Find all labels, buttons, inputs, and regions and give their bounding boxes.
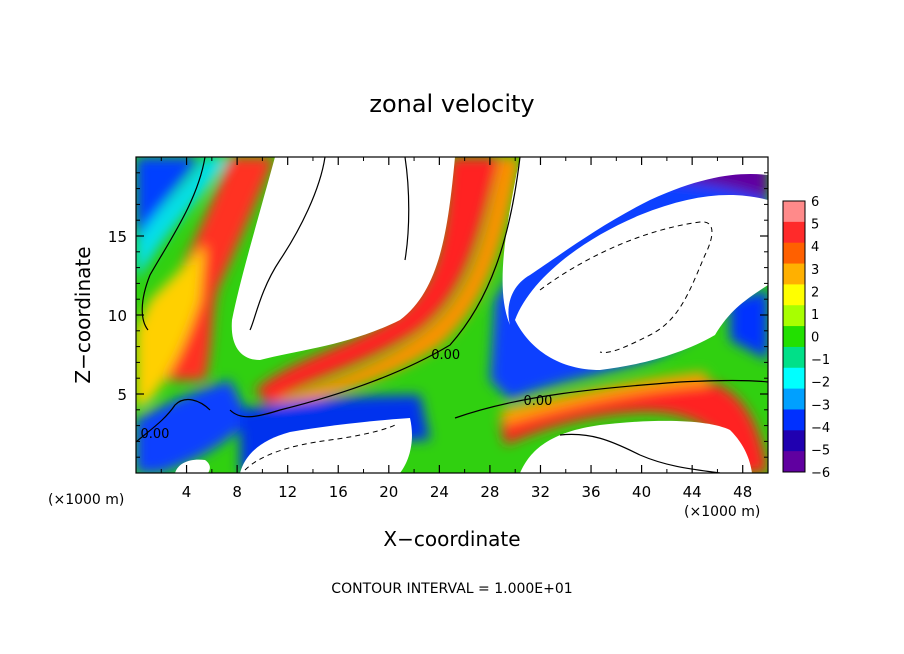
colorbar-tick-label: 6 (811, 195, 819, 210)
contour-zero-right (454, 379, 768, 419)
x-axis: 4 8 12 16 20 24 28 32 36 40 44 48 (160, 157, 752, 501)
x-tick-label: 28 (480, 483, 499, 501)
x-tick-label: 8 (232, 483, 242, 501)
x-axis-label: X−coordinate (383, 527, 520, 551)
y-axis-label: Z−coordinate (71, 246, 95, 383)
colorbar-tick-label: −5 (811, 443, 830, 458)
colorbar-swatch (783, 388, 805, 410)
x-tick-label: 24 (430, 483, 449, 501)
colorbar-tick-label: 0 (811, 331, 819, 346)
region-central-red-arc (255, 157, 500, 405)
colorbar-swatch (783, 409, 805, 431)
colorbar-swatch (783, 263, 805, 285)
contour-negative-top-right (539, 221, 713, 354)
colorbar-tick-label: −3 (811, 398, 830, 413)
contour-label: 0.00 (431, 348, 460, 363)
colorbar-tick-label: −2 (811, 376, 830, 391)
colorbar-swatch (783, 451, 805, 473)
colorbar-tick-label: −6 (811, 466, 830, 481)
region-top-left-blue (136, 157, 200, 240)
colorbar-tick-label: 5 (811, 218, 819, 233)
colorbar-tick-label: 4 (811, 240, 819, 255)
colorbar-swatch (783, 305, 805, 327)
y-tick-label: 5 (117, 386, 127, 404)
x-tick-label: 4 (182, 483, 192, 501)
white-top-center (231, 157, 455, 360)
y-axis: 5 10 15 (108, 172, 768, 458)
contour-interval-note: CONTOUR INTERVAL = 1.000E+01 (331, 581, 572, 597)
contour-label: 0.00 (523, 394, 552, 409)
colorbar-swatch (783, 326, 805, 348)
contour-zero-top-center (249, 157, 326, 331)
contour-label: 0.00 (140, 427, 169, 442)
x-tick-label: 40 (632, 483, 651, 501)
contour-negative-bottom (244, 424, 396, 471)
y-tick-label: 15 (108, 228, 127, 246)
x-tick-label: 12 (278, 483, 297, 501)
heatmap-field (136, 157, 768, 473)
colorbar-frame (782, 200, 806, 473)
white-top-right (502, 157, 768, 325)
contour-zero-bottom-left (136, 398, 211, 443)
x-tick-label: 48 (733, 483, 752, 501)
colorbar-swatch (783, 221, 805, 244)
colorbar-swatch (783, 346, 805, 369)
x-tick-label: 32 (531, 483, 550, 501)
colorbar: 6 5 4 3 2 1 0 −1 −2 −3 −4 −5 −6 (782, 195, 830, 481)
x-tick-label: 36 (581, 483, 600, 501)
x-tick-label: 20 (379, 483, 398, 501)
x-tick-label: 44 (683, 483, 702, 501)
white-bottom-center (240, 418, 412, 473)
y-axis-unit-label: (×1000 m) (48, 492, 124, 508)
colorbar-tick-label: 2 (811, 285, 819, 300)
colorbar-swatch (783, 284, 805, 306)
colorbar-swatch (783, 367, 805, 390)
white-left-small (175, 459, 210, 473)
colorbar-swatch (783, 201, 805, 223)
chart-title: zonal velocity (369, 90, 534, 118)
colorbar-tick-label: −4 (811, 421, 830, 436)
colorbar-tick-label: 3 (811, 263, 819, 278)
x-axis-unit-label: (×1000 m) (684, 504, 760, 520)
region-top-left-cyan (136, 157, 230, 280)
white-bottom-right (520, 420, 752, 473)
contour-label-layer: 0.00 0.00 0.00 (140, 348, 552, 442)
colorbar-tick-label: 1 (811, 308, 819, 323)
region-right-orange-band (500, 372, 710, 425)
region-left-yellow-band (136, 245, 205, 410)
region-left-red-band (165, 157, 275, 380)
x-tick-label: 16 (329, 483, 348, 501)
colorbar-tick-label: −1 (811, 353, 830, 368)
region-right-edge-blue (730, 290, 768, 360)
contour-zero-central (229, 157, 521, 418)
region-central-orange-arc (275, 157, 520, 410)
y-tick-label: 10 (108, 307, 127, 325)
colorbar-swatch (783, 430, 805, 452)
contour-zero-bottom-right (559, 433, 721, 473)
contour-zero-top-right (404, 157, 410, 261)
white-right-middle (515, 195, 768, 370)
colorbar-swatch (783, 242, 805, 265)
region-bottom-left-blue (136, 380, 250, 473)
